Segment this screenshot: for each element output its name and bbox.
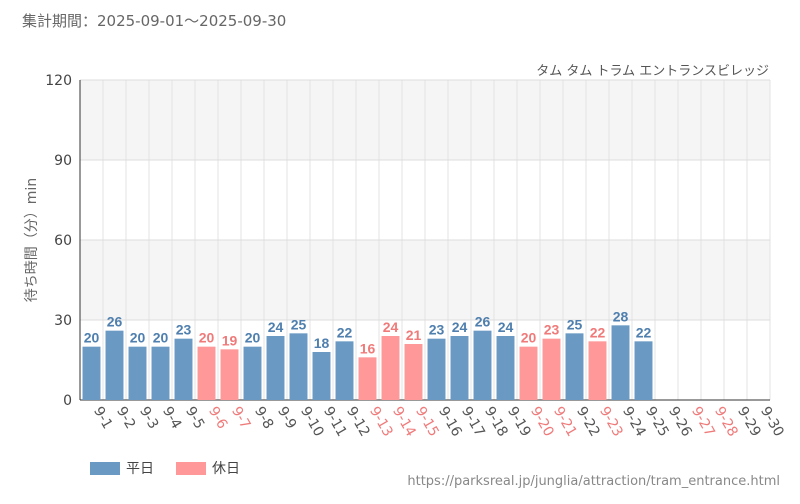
bar-value-label: 22 (636, 324, 652, 340)
x-tick-label: 9-8 (251, 404, 276, 432)
bar (542, 338, 561, 400)
bar (105, 330, 124, 400)
bar-value-label: 23 (544, 322, 560, 338)
x-tick-label: 9-15 (412, 404, 442, 440)
x-tick-label: 9-25 (642, 404, 672, 440)
bar-value-label: 24 (498, 319, 514, 335)
x-tick-label: 9-13 (366, 404, 396, 440)
bar (519, 346, 538, 400)
y-tick-label: 120 (45, 73, 72, 89)
x-tick-label: 9-11 (320, 404, 350, 440)
bar (220, 349, 239, 400)
legend-swatch-holiday (176, 461, 206, 475)
x-tick-label: 9-6 (205, 404, 230, 432)
bar-value-label: 24 (268, 319, 284, 335)
x-tick-label: 9-12 (343, 404, 373, 440)
x-tick-label: 9-10 (297, 404, 327, 440)
x-tick-label: 9-9 (274, 404, 299, 432)
bar (473, 330, 492, 400)
bar-value-label: 26 (475, 314, 491, 330)
legend-item-weekday: 平日 (90, 458, 154, 478)
bar-value-label: 16 (360, 340, 376, 356)
x-tick-label: 9-19 (504, 404, 534, 440)
bar-value-label: 19 (222, 332, 238, 348)
bar-value-label: 26 (107, 314, 123, 330)
bar-value-label: 20 (199, 330, 215, 346)
bar (427, 338, 446, 400)
bar (358, 357, 377, 400)
x-tick-label: 9-4 (159, 404, 184, 432)
x-tick-label: 9-7 (228, 404, 253, 432)
bar (174, 338, 193, 400)
x-tick-label: 9-27 (688, 404, 718, 440)
bar (151, 346, 170, 400)
x-tick-label: 9-28 (711, 404, 741, 440)
legend-label-holiday: 休日 (212, 461, 240, 477)
bar-value-label: 20 (153, 330, 169, 346)
x-tick-label: 9-18 (481, 404, 511, 440)
x-tick-label: 9-2 (113, 404, 138, 432)
bar (128, 346, 147, 400)
bar-value-label: 25 (291, 316, 307, 332)
bar (243, 346, 262, 400)
x-tick-label: 9-5 (182, 404, 207, 432)
bar (565, 333, 584, 400)
bar (634, 341, 653, 400)
bar (611, 325, 630, 400)
bar (82, 346, 101, 400)
bar-value-label: 18 (314, 335, 330, 351)
x-tick-label: 9-1 (90, 404, 115, 432)
bar-value-label: 21 (406, 327, 422, 343)
bar (335, 341, 354, 400)
bar (312, 352, 331, 400)
x-tick-label: 9-30 (757, 404, 787, 440)
bar-value-label: 22 (337, 324, 353, 340)
y-axis-title: 待ち時間（分）min (24, 178, 40, 302)
bar (450, 336, 469, 400)
y-tick-label: 90 (54, 153, 72, 169)
attraction-name: タム タム トラム エントランスビレッジ (536, 64, 769, 79)
bar (588, 341, 607, 400)
period-label: 集計期間：2025-09-01～2025-09-30 (22, 12, 287, 30)
bar-value-label: 23 (429, 322, 445, 338)
y-tick-label: 0 (63, 393, 72, 409)
source-url: https://parksreal.jp/junglia/attraction/… (407, 474, 780, 489)
x-tick-label: 9-20 (527, 404, 557, 440)
x-tick-label: 9-16 (435, 404, 465, 440)
x-tick-label: 9-22 (573, 404, 603, 440)
bar-value-label: 24 (452, 319, 468, 335)
legend: 平日 休日 (90, 458, 240, 478)
bar (289, 333, 308, 400)
bar-value-label: 20 (84, 330, 100, 346)
x-tick-label: 9-24 (619, 404, 649, 440)
bar-value-label: 22 (590, 324, 606, 340)
x-tick-label: 9-3 (136, 404, 161, 432)
legend-swatch-weekday (90, 461, 120, 475)
x-tick-label: 9-17 (458, 404, 488, 440)
y-tick-label: 60 (54, 233, 72, 249)
bar-value-label: 20 (245, 330, 261, 346)
bar (197, 346, 216, 400)
x-tick-label: 9-14 (389, 404, 419, 440)
legend-label-weekday: 平日 (126, 461, 154, 477)
bar (496, 336, 515, 400)
legend-item-holiday: 休日 (176, 458, 240, 478)
bar (404, 344, 423, 400)
bar (266, 336, 285, 400)
bar-value-label: 23 (176, 322, 192, 338)
bar-value-label: 25 (567, 316, 583, 332)
x-tick-label: 9-21 (550, 404, 580, 440)
y-tick-label: 30 (54, 313, 72, 329)
x-tick-label: 9-26 (665, 404, 695, 440)
x-tick-label: 9-29 (734, 404, 764, 440)
bar-value-label: 24 (383, 319, 399, 335)
bar-value-label: 20 (130, 330, 146, 346)
x-tick-label: 9-23 (596, 404, 626, 440)
bar-value-label: 28 (613, 308, 629, 324)
bar (381, 336, 400, 400)
bar-value-label: 20 (521, 330, 537, 346)
